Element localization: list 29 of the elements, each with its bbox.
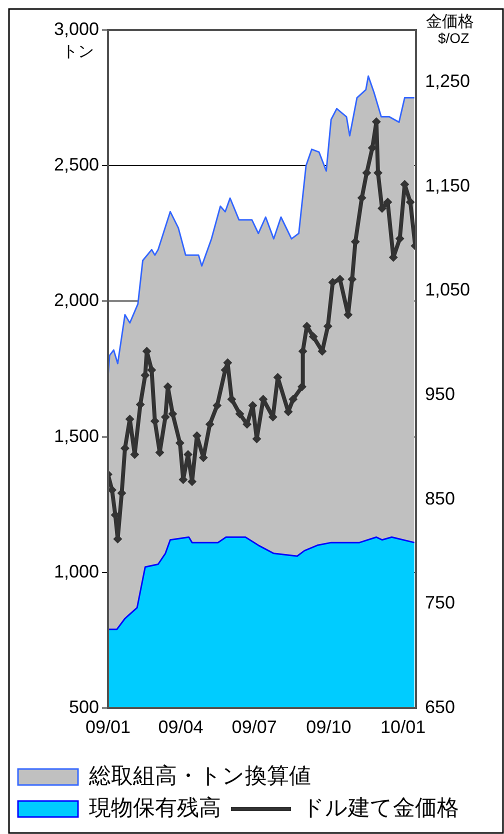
x-tick-label: 10/01 bbox=[380, 716, 426, 737]
point bbox=[212, 401, 222, 410]
y2-tick-label: 750 bbox=[425, 592, 456, 613]
y2-axis-title: 金価格 $/OZ bbox=[426, 13, 474, 46]
x-tick-label: 09/07 bbox=[232, 716, 277, 737]
y-tick-label: 1,500 bbox=[54, 426, 99, 446]
x-tick-label: 09/10 bbox=[306, 716, 352, 737]
y-tick-label: 500 bbox=[68, 696, 99, 717]
y2-tick-label: 1,250 bbox=[425, 71, 470, 92]
x-tick-label: 09/01 bbox=[85, 716, 131, 737]
y2-tick-label: 1,150 bbox=[425, 175, 470, 196]
y-tick-label: 2,500 bbox=[54, 154, 99, 175]
y-axis-title: トン bbox=[62, 43, 94, 60]
x-tick-label: 09/04 bbox=[158, 716, 204, 737]
legend-label: 現物保有残高 bbox=[89, 795, 221, 820]
point bbox=[235, 409, 244, 418]
y-tick-label: 3,000 bbox=[54, 18, 99, 39]
legend-label: 総取組高・トン換算値 bbox=[88, 763, 311, 788]
y-tick-label: 1,000 bbox=[54, 561, 99, 582]
legend-label: ドル建て金価格 bbox=[302, 795, 459, 820]
y2-tick-label: 1,050 bbox=[425, 280, 470, 300]
y-tick-label: 2,000 bbox=[54, 290, 99, 310]
y2-tick-label: 850 bbox=[425, 488, 456, 508]
y2-tick-label: 650 bbox=[425, 696, 456, 717]
point bbox=[298, 382, 307, 392]
point bbox=[308, 332, 318, 342]
point bbox=[288, 394, 298, 404]
point bbox=[336, 274, 345, 284]
y2-tick-label: 950 bbox=[425, 384, 456, 404]
